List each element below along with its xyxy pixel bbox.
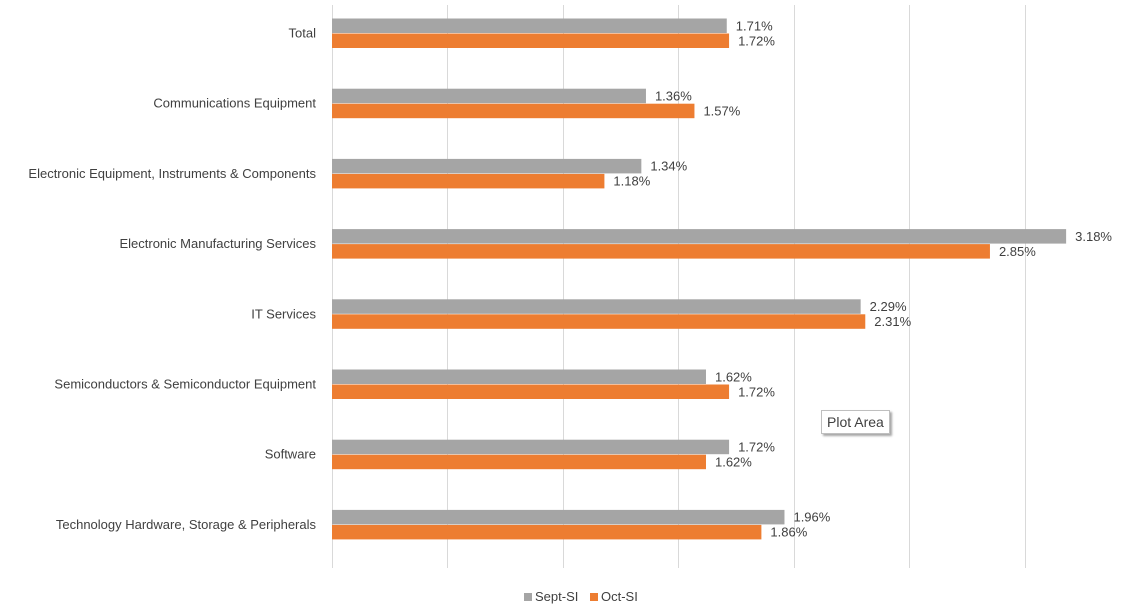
sept-si-data-label: 1.36% bbox=[655, 88, 692, 103]
category-label: Electronic Manufacturing Services bbox=[119, 236, 316, 251]
category-label: Semiconductors & Semiconductor Equipment bbox=[54, 377, 316, 392]
category-label: Software bbox=[265, 447, 316, 462]
sept-si-bar[interactable] bbox=[332, 229, 1067, 244]
oct-si-data-label: 1.18% bbox=[613, 174, 650, 189]
sept-si-bar[interactable] bbox=[332, 369, 706, 385]
oct-si-bar[interactable] bbox=[332, 244, 990, 259]
category-labels: Total Communications Equipment Electronic … bbox=[28, 26, 316, 532]
sept-si-data-label: 1.34% bbox=[650, 159, 687, 174]
category-label: Electronic Equipment, Instruments & Comp… bbox=[28, 166, 316, 181]
sept-si-data-label: 1.71% bbox=[736, 18, 773, 33]
oct-si-data-label: 2.31% bbox=[874, 314, 911, 329]
oct-si-bar[interactable] bbox=[332, 33, 730, 49]
oct-si-data-label: 2.85% bbox=[999, 244, 1036, 259]
sept-si-data-label: 2.29% bbox=[870, 299, 907, 314]
oct-si-bar[interactable] bbox=[332, 384, 730, 400]
sept-si-data-label: 1.62% bbox=[715, 369, 752, 384]
data-labels: 1.71%1.72%1.36%1.57%1.34%1.18%3.18%2.85%… bbox=[613, 18, 1112, 539]
oct-si-data-label: 1.72% bbox=[738, 384, 775, 399]
plot-area-tooltip: Plot Area bbox=[821, 410, 890, 434]
oct-si-data-label: 1.57% bbox=[703, 103, 740, 118]
oct-si-bar[interactable] bbox=[332, 103, 695, 119]
oct-si-bar[interactable] bbox=[332, 454, 706, 470]
oct-si-data-label: 1.86% bbox=[770, 525, 807, 540]
sept-si-legend-label[interactable]: Sept-SI bbox=[535, 589, 578, 604]
oct-si-bar[interactable] bbox=[332, 524, 762, 540]
oct-si-bar[interactable] bbox=[332, 314, 866, 329]
sept-si-bar[interactable] bbox=[332, 158, 642, 174]
category-label: Technology Hardware, Storage & Periphera… bbox=[56, 517, 317, 532]
sept-si-data-label: 1.96% bbox=[793, 510, 830, 525]
oct-si-legend-label[interactable]: Oct-SI bbox=[601, 589, 638, 604]
oct-si-legend-swatch bbox=[590, 593, 598, 601]
category-label: Total bbox=[289, 26, 317, 41]
sept-si-bar[interactable] bbox=[332, 299, 861, 314]
oct-si-data-label: 1.72% bbox=[738, 33, 775, 48]
sept-si-legend-swatch bbox=[524, 593, 532, 601]
sept-si-data-label: 1.72% bbox=[738, 439, 775, 454]
sept-si-bar[interactable] bbox=[332, 509, 785, 525]
legend[interactable]: Sept-SI Oct-SI bbox=[524, 589, 638, 604]
category-label: IT Services bbox=[251, 306, 316, 321]
category-label: Communications Equipment bbox=[153, 96, 316, 111]
bars bbox=[332, 18, 1067, 540]
sept-si-bar[interactable] bbox=[332, 88, 646, 104]
oct-si-data-label: 1.62% bbox=[715, 454, 752, 469]
sept-si-data-label: 3.18% bbox=[1075, 229, 1112, 244]
oct-si-bar[interactable] bbox=[332, 173, 605, 189]
sept-si-bar[interactable] bbox=[332, 18, 727, 34]
sept-si-bar[interactable] bbox=[332, 439, 730, 455]
